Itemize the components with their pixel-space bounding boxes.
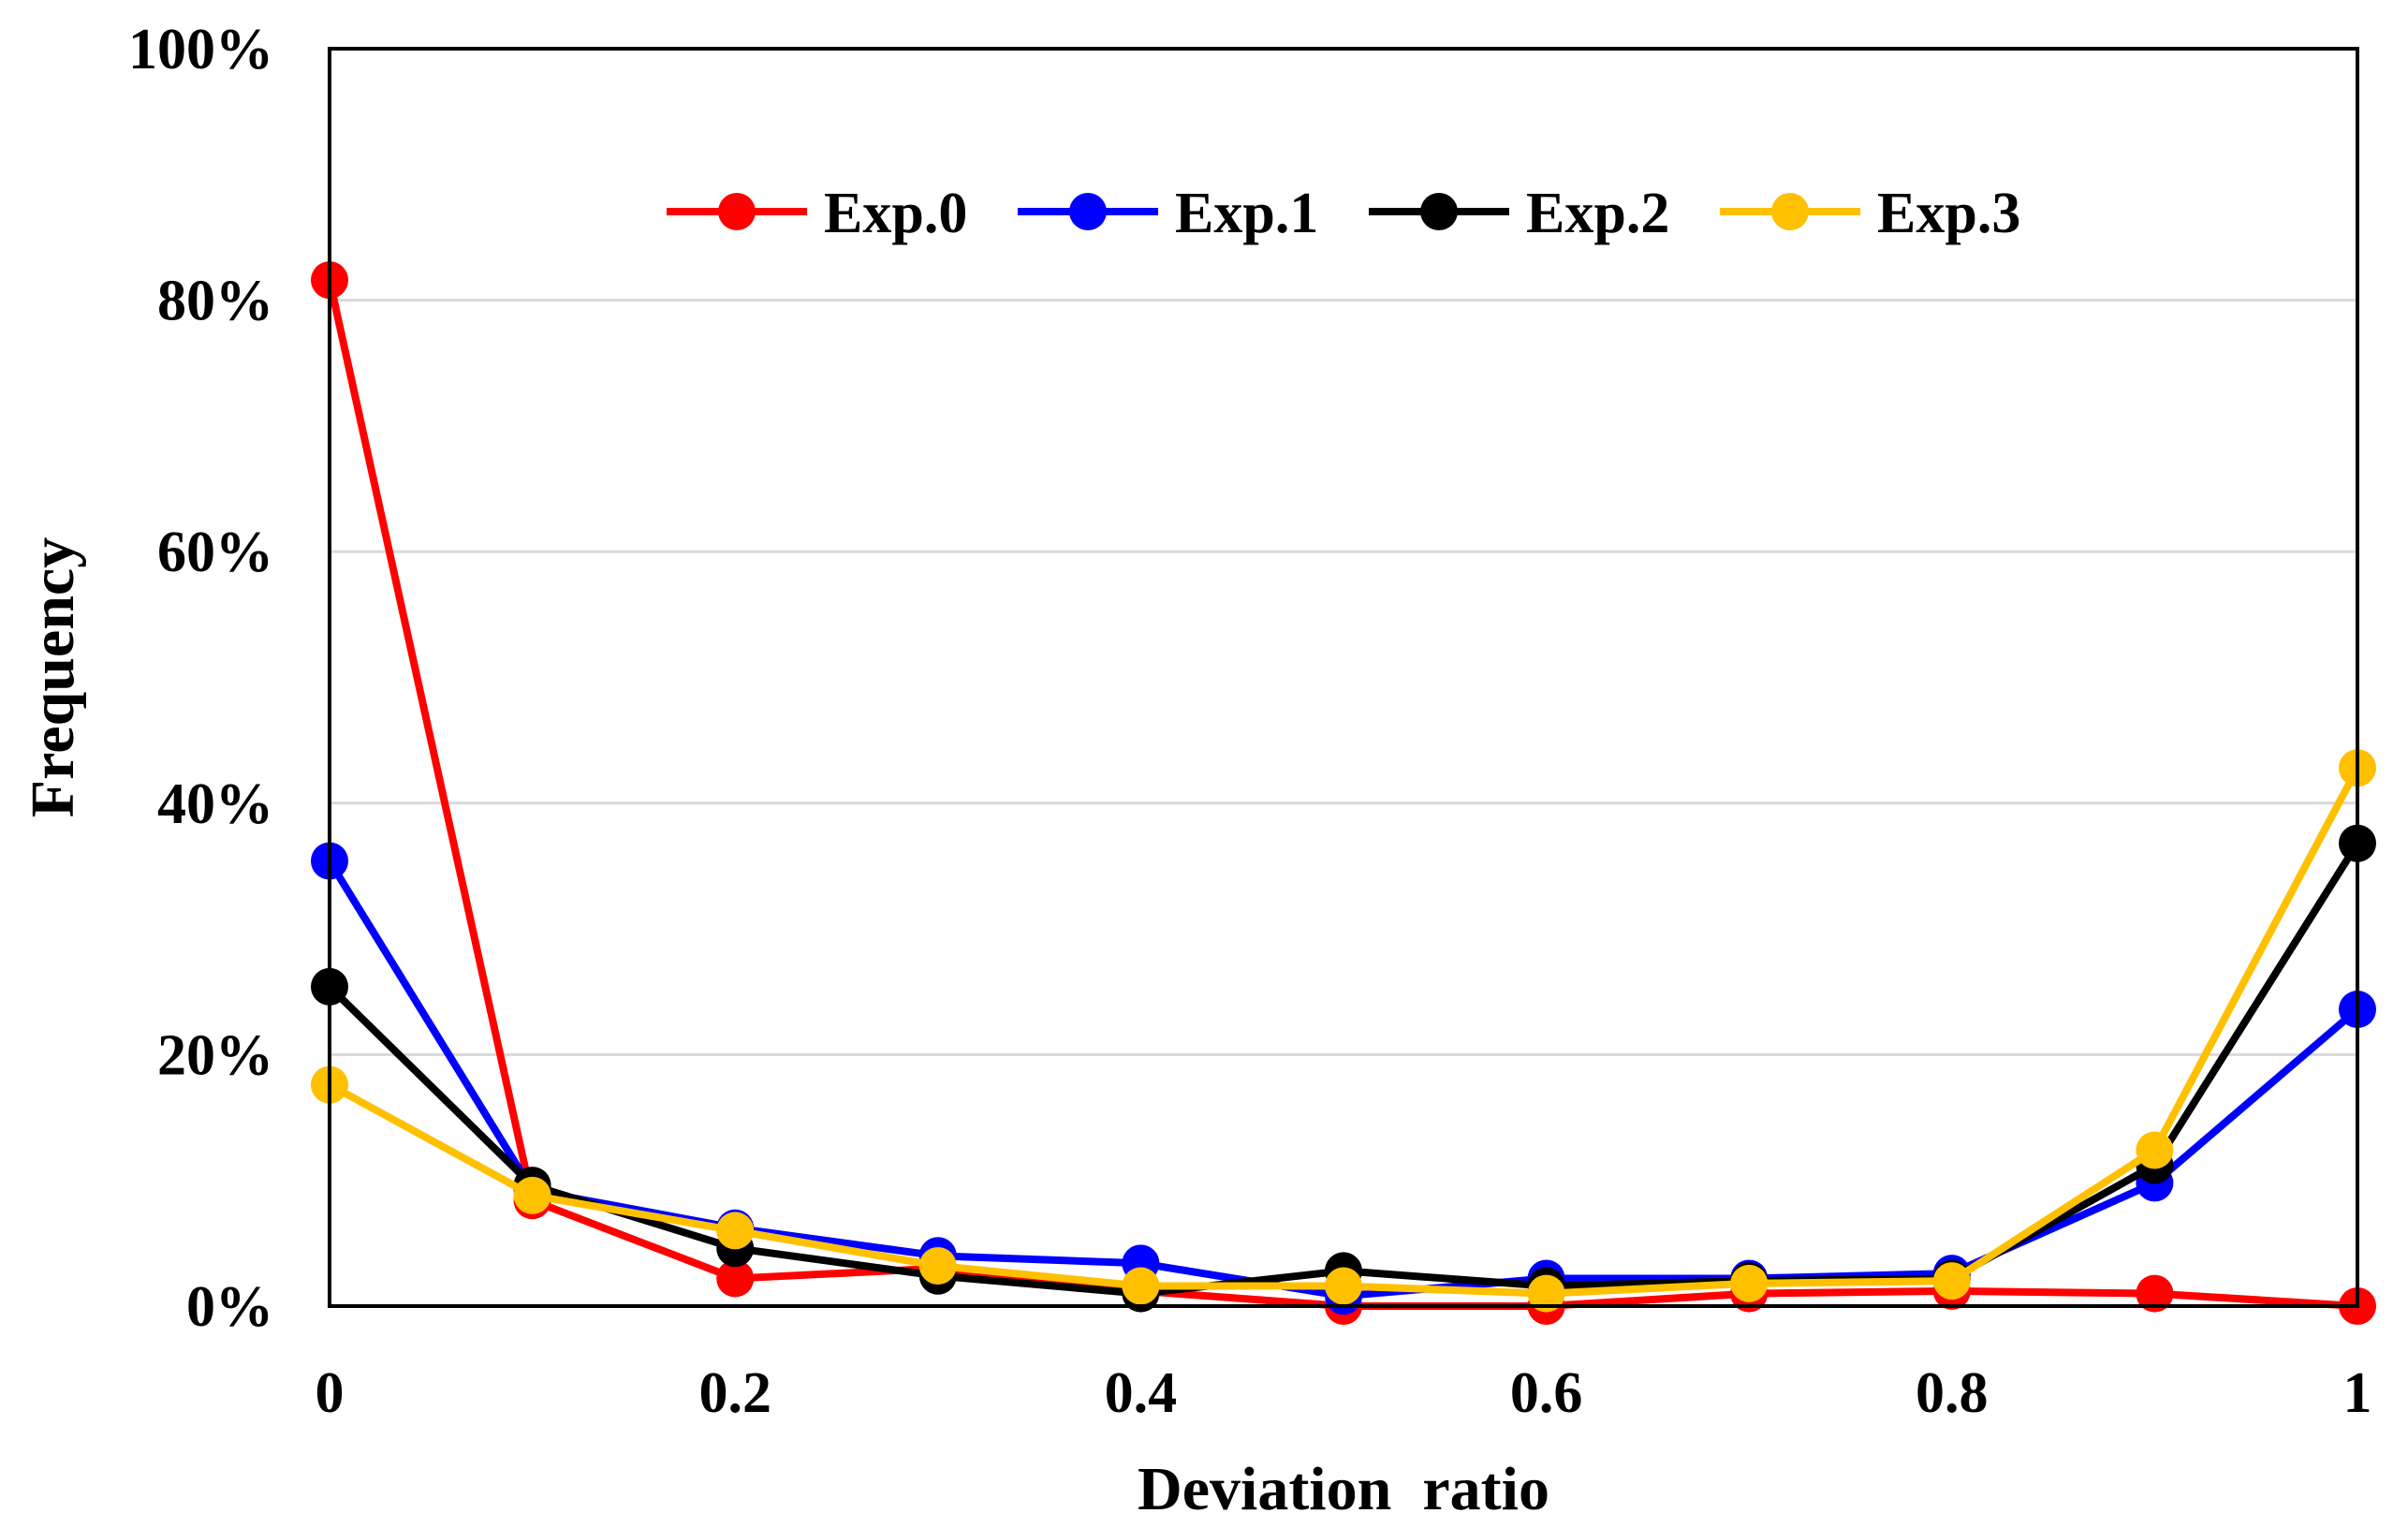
data-point: [1325, 1267, 1362, 1305]
y-tick-label: 0%: [186, 1275, 273, 1339]
legend-item: Exp.1: [1018, 182, 1318, 245]
y-tick-label: 20%: [157, 1023, 273, 1087]
y-axis-title: Frequency: [19, 537, 87, 817]
legend-label: Exp.0: [824, 182, 967, 245]
data-point: [1932, 1262, 1971, 1300]
data-point: [1527, 1274, 1565, 1313]
y-tick-label: 60%: [157, 521, 273, 584]
legend-marker: [1420, 193, 1458, 230]
data-point: [513, 1176, 551, 1214]
legend: Exp.0 Exp.1 Exp.2 Exp.3: [667, 182, 2020, 245]
data-point: [1730, 1264, 1769, 1302]
legend-marker: [1771, 193, 1809, 230]
y-tick-label: 100%: [128, 18, 273, 81]
y-tick-label: 40%: [157, 772, 273, 836]
x-tick-label: 0.4: [1105, 1361, 1178, 1425]
x-tick-label: 0.6: [1510, 1361, 1583, 1425]
x-axis-tick-labels: 0 0.2 0.4 0.6 0.8 1: [316, 1361, 2372, 1425]
legend-label: Exp.1: [1175, 182, 1318, 245]
data-point: [918, 1247, 957, 1286]
legend-item: Exp.2: [1369, 182, 1669, 245]
data-point: [2136, 1131, 2174, 1169]
legend-label: Exp.2: [1526, 182, 1669, 245]
plot-area-frame: [328, 47, 2359, 1308]
y-axis-tick-labels: 0% 20% 40% 60% 80% 100%: [128, 18, 273, 1339]
x-tick-label: 1: [2343, 1361, 2372, 1425]
y-tick-label: 80%: [157, 270, 273, 333]
data-point: [716, 1259, 755, 1298]
legend-marker: [718, 193, 756, 230]
x-tick-label: 0.8: [1916, 1361, 1989, 1425]
series-layer: [311, 261, 2376, 1325]
gridlines: [330, 299, 2357, 1056]
x-tick-label: 0: [316, 1361, 345, 1425]
x-axis-title: Deviation ratio: [1138, 1455, 1549, 1523]
legend-item: Exp.3: [1720, 182, 2020, 245]
x-tick-label: 0.2: [698, 1361, 771, 1425]
data-point: [716, 1212, 755, 1250]
data-point: [2136, 1274, 2174, 1313]
data-point: [1122, 1267, 1160, 1305]
legend-item: Exp.0: [667, 182, 967, 245]
series-exp-3: [311, 749, 2376, 1313]
legend-label: Exp.3: [1877, 182, 2020, 245]
legend-marker: [1069, 193, 1107, 230]
